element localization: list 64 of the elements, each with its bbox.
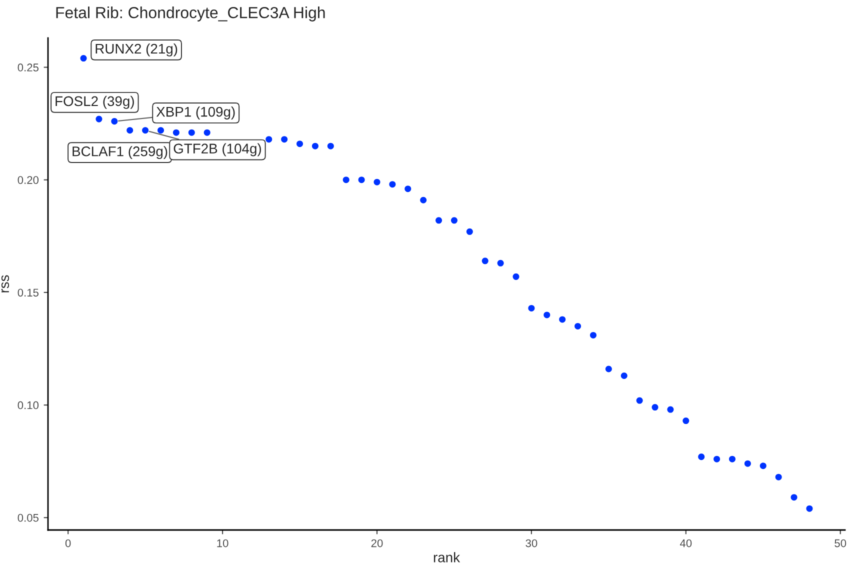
chart-title: Fetal Rib: Chondrocyte_CLEC3A High (56, 6, 325, 22)
point (281, 136, 288, 143)
annotation: RUNX2 (21g) (96, 43, 178, 56)
point (450, 217, 458, 224)
point (760, 462, 766, 470)
annotation: XBP1 (109g) (156, 106, 235, 120)
point (574, 322, 582, 330)
point (342, 176, 350, 184)
point (590, 332, 596, 338)
point (312, 142, 318, 150)
y-tick-label: 0.25 (18, 64, 39, 72)
y-tick-label: 0.20 (18, 176, 39, 184)
y-tick-label: 0.10 (18, 401, 39, 410)
point (667, 406, 674, 413)
point (172, 129, 180, 136)
x-tick-label: 0 (65, 539, 71, 548)
point (80, 55, 87, 62)
annotation: FOSL2 (39g) (56, 96, 134, 109)
point (682, 418, 690, 424)
point (605, 366, 612, 372)
point (636, 397, 643, 404)
point (528, 304, 535, 312)
point (188, 129, 195, 136)
point (436, 217, 442, 224)
x-axis-title: rank (434, 552, 460, 562)
point (620, 372, 628, 380)
annotation: GTF2B (104g) (174, 143, 261, 156)
point (559, 316, 566, 323)
point (327, 142, 334, 150)
point (512, 273, 520, 280)
point (296, 140, 304, 148)
point (111, 118, 118, 125)
x-tick-label: 30 (526, 539, 538, 548)
point (157, 127, 164, 134)
point (358, 176, 365, 184)
point (544, 312, 550, 318)
x-tick-label: 10 (217, 539, 228, 548)
annotation: BCLAF1 (259g) (72, 146, 168, 160)
point (389, 181, 396, 188)
y-axis-title: rss (1, 275, 10, 292)
point (204, 129, 210, 136)
point (126, 127, 134, 134)
point (96, 116, 102, 122)
x-tick-label: 40 (680, 539, 692, 548)
point (790, 494, 798, 501)
point (497, 260, 504, 266)
point (652, 404, 658, 411)
y-tick-label: 0.15 (18, 288, 39, 297)
point (374, 178, 380, 186)
point (404, 186, 412, 192)
point (714, 456, 720, 462)
point (482, 258, 488, 264)
point (698, 454, 705, 460)
point (266, 136, 272, 143)
point (728, 456, 736, 462)
point (466, 228, 473, 235)
point (806, 505, 813, 512)
point (420, 196, 427, 204)
point (142, 127, 149, 134)
y-tick-label: 0.05 (18, 514, 39, 522)
x-tick-label: 50 (834, 539, 846, 548)
x-tick-label: 20 (371, 539, 383, 548)
point (775, 474, 782, 480)
point (744, 460, 751, 467)
